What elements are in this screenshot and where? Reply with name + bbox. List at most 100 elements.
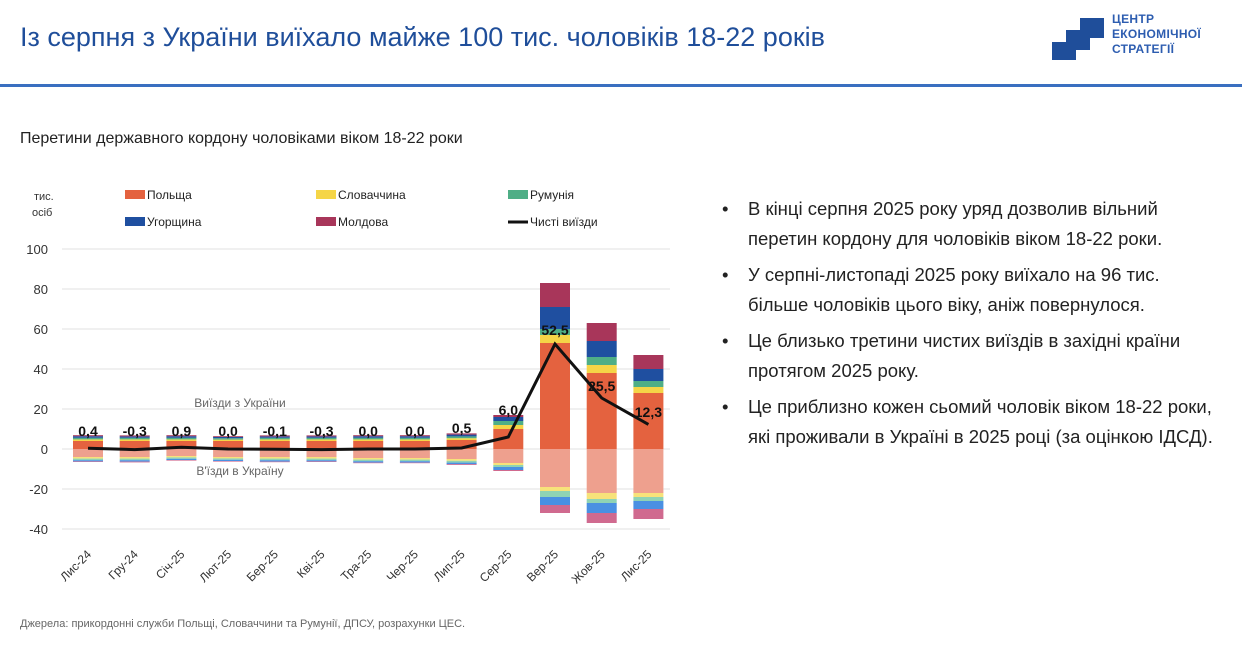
bar-segment-out: [166, 439, 197, 441]
net-data-label: 0,5: [452, 420, 472, 436]
net-data-label: -0,3: [123, 423, 147, 439]
bar-segment-in: [119, 458, 150, 461]
bar-segment-out: [586, 341, 617, 357]
legend-swatch: [125, 190, 145, 199]
x-tick-label: Сер-25: [477, 547, 515, 585]
y-tick-label: 20: [34, 402, 48, 417]
bar-segment-out: [213, 438, 244, 440]
bar-segment-in: [633, 449, 664, 493]
bar-segment-in: [353, 458, 384, 460]
bar-segment-in: [119, 457, 150, 459]
bar-segment-out: [540, 307, 570, 329]
bar-segment-out: [353, 441, 384, 449]
bar-segment-out: [633, 355, 664, 369]
bar-segment-in: [446, 464, 477, 465]
bar-segment-in: [446, 462, 477, 465]
net-data-label: -0,1: [263, 423, 287, 439]
bar-segment-in: [399, 449, 430, 458]
bar-segment-in: [399, 462, 430, 464]
bullet-list: В кінці серпня 2025 року уряд дозволив в…: [720, 194, 1220, 458]
bar-segment-in: [586, 449, 617, 493]
bar-segment-out: [119, 437, 150, 440]
bar-segment-in: [633, 501, 664, 509]
net-data-label: 25,5: [588, 378, 615, 394]
logo-text: ЦЕНТР ЕКОНОМІЧНОЇ СТРАТЕГІЇ: [1112, 12, 1201, 57]
bar-segment-in: [540, 505, 570, 513]
bar-segment-out: [73, 437, 103, 440]
bar-segment-in: [540, 497, 570, 505]
bar-segment-in: [259, 458, 290, 461]
legend-swatch: [125, 217, 145, 226]
net-data-label: 12,3: [635, 404, 662, 420]
bar-segment-out: [213, 437, 244, 439]
bar-segment-out: [213, 439, 244, 441]
y-tick-label: 80: [34, 282, 48, 297]
bar-segment-in: [633, 493, 664, 497]
bullet-item: Це близько третини чистих виїздів в захі…: [720, 326, 1220, 386]
bar-segment-out: [446, 433, 477, 435]
bar-segment-in: [213, 458, 244, 460]
bar-segment-out: [493, 415, 524, 417]
bar-segment-out: [353, 435, 384, 437]
bar-segment-in: [166, 458, 197, 460]
net-data-label: 0,0: [218, 423, 238, 439]
bar-segment-out: [259, 441, 290, 449]
net-data-label: 0,9: [172, 423, 192, 439]
bar-segment-in: [119, 449, 150, 457]
bar-segment-in: [119, 461, 150, 463]
bar-segment-in: [586, 513, 617, 523]
legend-swatch: [508, 190, 528, 199]
y-tick-label: 60: [34, 322, 48, 337]
bar-segment-out: [306, 435, 337, 437]
bar-segment-in: [73, 449, 103, 457]
bar-segment-out: [493, 421, 524, 425]
header-divider: [0, 84, 1242, 87]
bar-segment-in: [399, 458, 430, 460]
bar-segment-in: [540, 449, 570, 487]
bullet-item: У серпні-листопаді 2025 року виїхало на …: [720, 260, 1220, 320]
bar-segment-out: [73, 435, 103, 437]
bar-segment-in: [259, 461, 290, 463]
bar-segment-in: [353, 462, 384, 464]
bar-segment-out: [446, 434, 477, 437]
x-tick-label: Гру-24: [106, 547, 141, 582]
y-tick-label: -20: [29, 482, 48, 497]
net-data-label: 0,4: [78, 423, 98, 439]
legend-label: Словаччина: [338, 188, 406, 202]
bar-segment-out: [399, 436, 430, 438]
bar-segment-in: [540, 491, 570, 497]
x-tick-label: Тра-25: [338, 547, 375, 584]
bar-segment-in: [493, 463, 524, 465]
outflow-annotation: Виїзди з України: [194, 396, 286, 410]
bar-segment-in: [493, 470, 524, 471]
bar-segment-in: [306, 449, 337, 457]
bar-segment-in: [213, 449, 244, 457]
net-data-label: -0,3: [309, 423, 333, 439]
x-tick-label: Бер-25: [244, 547, 281, 584]
bar-segment-out: [399, 437, 430, 440]
bar-segment-out: [306, 439, 337, 441]
bar-segment-in: [446, 459, 477, 461]
bar-segment-in: [586, 499, 617, 503]
x-tick-label: Кві-25: [294, 547, 328, 581]
bar-segment-out: [586, 365, 617, 373]
bar-segment-in: [586, 493, 617, 499]
bar-segment-in: [446, 460, 477, 463]
bar-segment-out: [493, 429, 524, 449]
bar-segment-in: [633, 509, 664, 519]
bar-segment-in: [259, 460, 290, 462]
bar-segment-in: [166, 460, 197, 461]
bar-segment-out: [353, 436, 384, 438]
bar-segment-out: [540, 283, 570, 307]
y-axis-label: осіб: [32, 207, 52, 219]
bar-segment-in: [166, 456, 197, 458]
bar-segment-in: [213, 459, 244, 461]
bar-segment-out: [73, 441, 103, 449]
x-tick-label: Лис-25: [618, 547, 655, 584]
y-tick-label: 40: [34, 362, 48, 377]
bar-segment-in: [213, 461, 244, 462]
bar-segment-in: [306, 460, 337, 462]
bar-segment-out: [166, 435, 197, 437]
bar-segment-in: [493, 449, 524, 463]
logo-icon: [1052, 18, 1104, 60]
